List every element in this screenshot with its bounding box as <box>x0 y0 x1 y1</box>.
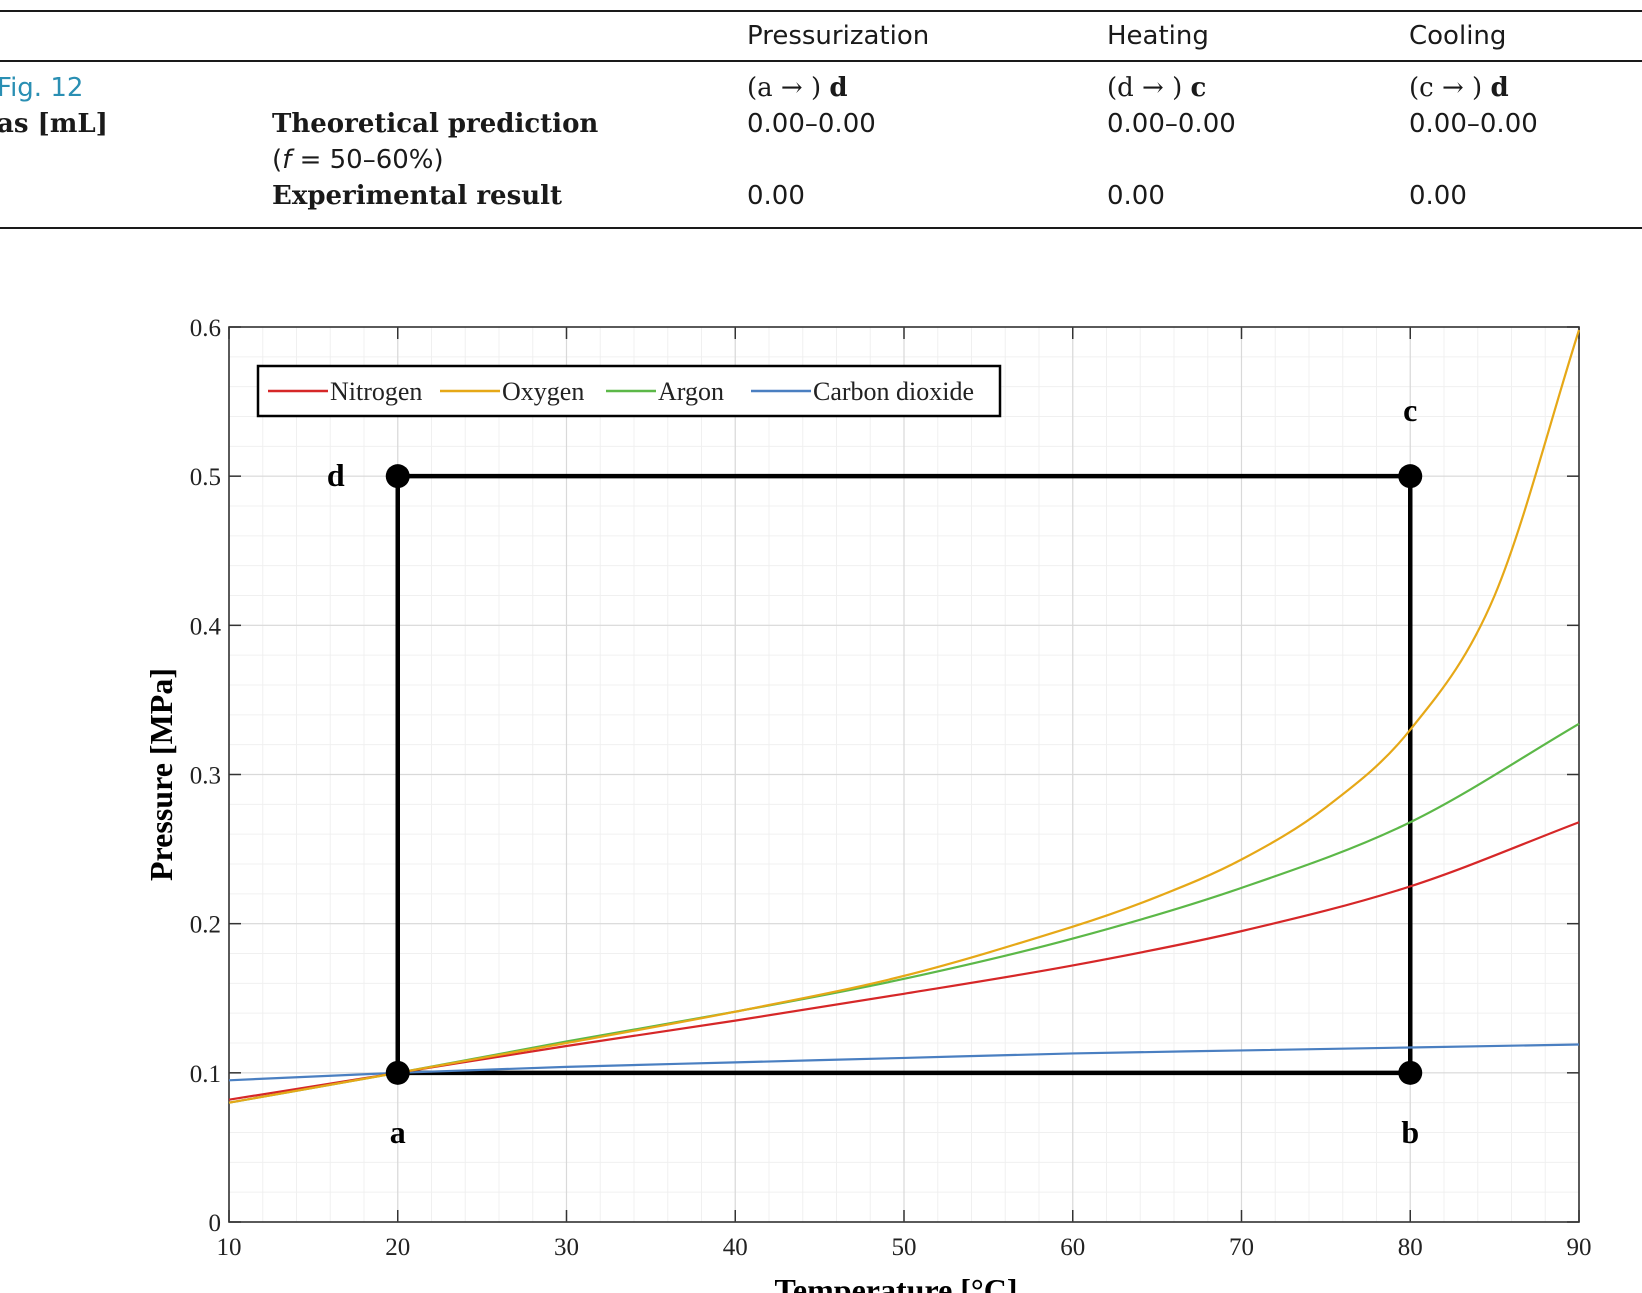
experimental-label: Experimental result <box>272 181 563 211</box>
experimental-value-cooling: 0.00 <box>1409 181 1467 211</box>
cycle-point-d <box>385 464 410 489</box>
transition-target: d <box>829 73 848 103</box>
figure-link[interactable]: Fig. 12 <box>0 73 84 103</box>
x-tick-label: 40 <box>723 1234 748 1261</box>
legend-label-argon: Argon <box>658 377 724 406</box>
transition-pressurization: (a → ) d <box>747 73 848 103</box>
theoretical-value-cooling: 0.00–0.00 <box>1409 109 1538 139</box>
note-variable: f <box>282 145 292 175</box>
series-line-carbon-dioxide <box>228 1043 1580 1082</box>
theoretical-value-pressurization: 0.00–0.00 <box>747 109 876 139</box>
note-range: = 50–60%) <box>291 145 444 175</box>
y-tick-label: 0.2 <box>190 912 221 939</box>
y-tick-label: 0.5 <box>190 464 221 491</box>
transition-target: c <box>1190 73 1207 103</box>
x-tick-label: 70 <box>1229 1234 1254 1261</box>
x-tick-label: 50 <box>892 1234 917 1261</box>
transition-target: d <box>1490 73 1509 103</box>
cycle-point-a <box>385 1060 410 1085</box>
y-tick-label: 0.3 <box>190 763 221 790</box>
cycle-label-a: a <box>390 1114 406 1150</box>
transition-heating: (d → ) c <box>1107 73 1206 103</box>
table-header-rule <box>0 60 1642 62</box>
experimental-value-pressurization: 0.00 <box>747 181 805 211</box>
x-tick-label: 20 <box>385 1234 410 1261</box>
y-tick-label: 0.6 <box>190 315 221 342</box>
legend-label-nitrogen: Nitrogen <box>330 377 422 406</box>
column-header-heating: Heating <box>1107 21 1209 51</box>
note-open: ( <box>272 145 283 175</box>
series-line-oxygen <box>228 329 1581 1104</box>
cycle-label-b: b <box>1401 1114 1419 1150</box>
cycle-point-b <box>1398 1060 1423 1085</box>
cycle-label-d: d <box>327 457 345 493</box>
y-tick-label: 0 <box>209 1210 222 1237</box>
table-bottom-rule <box>0 227 1642 229</box>
x-tick-label: 80 <box>1398 1234 1423 1261</box>
transition-text: (a → ) <box>747 73 822 103</box>
column-header-pressurization: Pressurization <box>747 21 930 51</box>
experimental-value-heating: 0.00 <box>1107 181 1165 211</box>
theoretical-label: Theoretical prediction <box>272 109 599 139</box>
transition-text: (d → ) <box>1107 73 1183 103</box>
cycle-point-c <box>1398 464 1423 489</box>
y-tick-label: 0.1 <box>190 1061 221 1088</box>
theoretical-value-heating: 0.00–0.00 <box>1107 109 1236 139</box>
row-label: as [mL] <box>0 109 108 139</box>
axes-frame <box>228 326 1580 1223</box>
transition-cooling: (c → ) d <box>1409 73 1509 103</box>
x-tick-label: 90 <box>1567 1234 1592 1261</box>
theoretical-note: (f = 50–60%) <box>272 145 444 175</box>
x-tick-label: 30 <box>554 1234 579 1261</box>
x-axis-label: Temperature [°C] <box>775 1272 1018 1293</box>
legend-label-oxygen: Oxygen <box>502 377 584 406</box>
legend-label-carbon-dioxide: Carbon dioxide <box>813 377 974 406</box>
transition-text: (c → ) <box>1409 73 1483 103</box>
cycle-label-c: c <box>1403 392 1417 428</box>
x-tick-label: 10 <box>217 1234 242 1261</box>
column-header-cooling: Cooling <box>1409 21 1507 51</box>
table-top-rule <box>0 10 1642 12</box>
pressure-temperature-chart: 10 20 30 40 50 60 70 80 90 0 0.1 0.2 0.3 0.4 0.5 0.6 a b c… <box>143 315 1592 1293</box>
x-tick-label: 60 <box>1060 1234 1085 1261</box>
data-table: Pressurization Heating Cooling Fig. 12 (… <box>0 0 1642 230</box>
y-axis-label: Pressure [MPa] <box>143 668 179 881</box>
y-tick-label: 0.4 <box>190 613 222 640</box>
